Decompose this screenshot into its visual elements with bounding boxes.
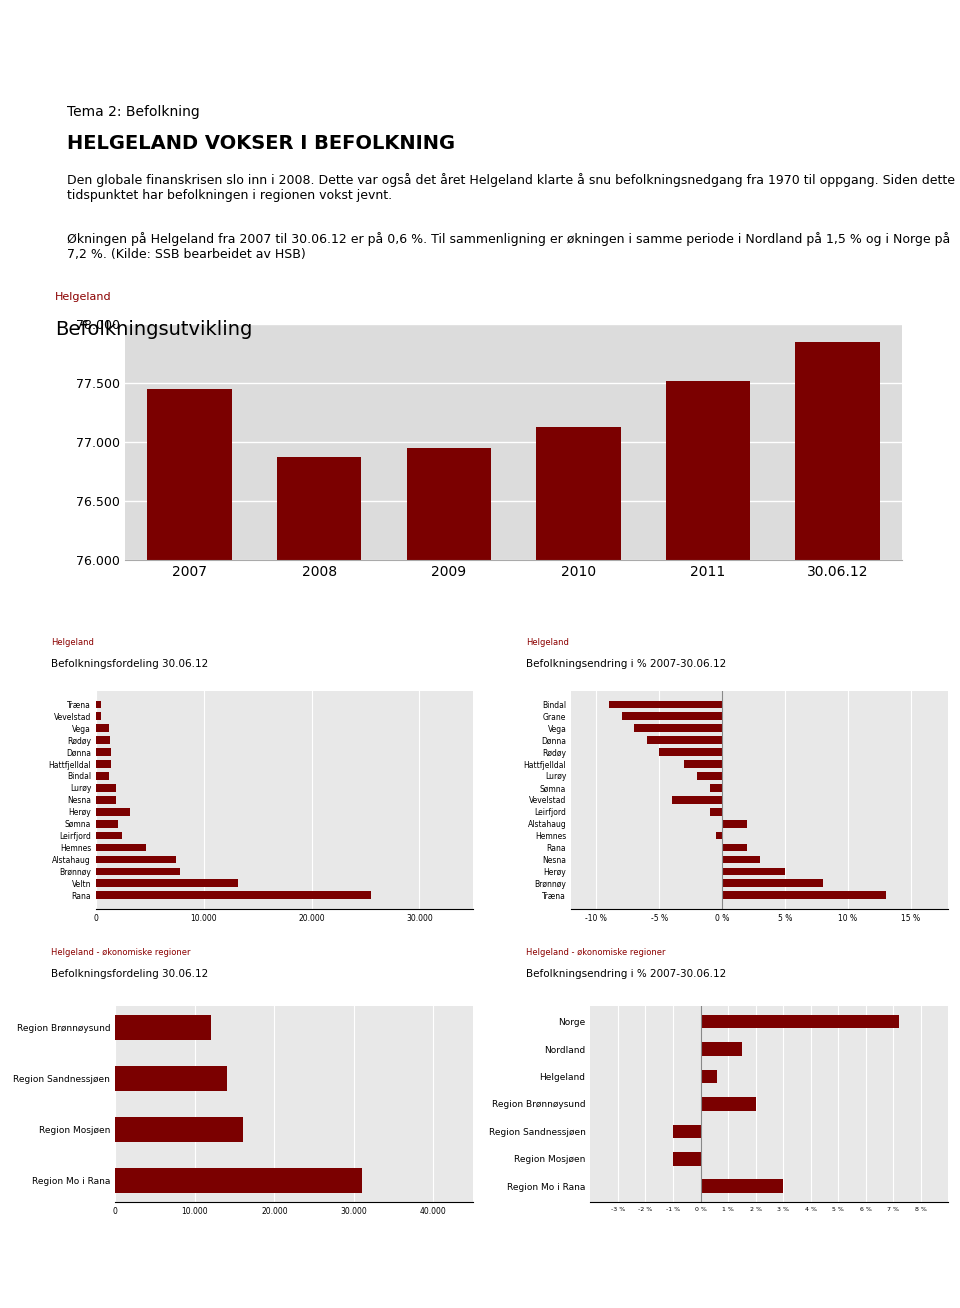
Text: Helgeland: Helgeland [526,638,569,647]
Text: Befolkningsendring i % 2007-30.06.12: Befolkningsendring i % 2007-30.06.12 [526,659,727,670]
Bar [796,341,879,1308]
Bar [709,808,722,816]
Bar [684,760,722,768]
Text: En drivkraft for vekst på Helgeland: En drivkraft for vekst på Helgeland [138,1264,495,1284]
Polygon shape [24,8,60,86]
Bar [96,844,146,852]
Bar [722,891,886,899]
Bar [96,748,110,756]
Polygon shape [61,8,98,86]
Text: Utviklingstrekk på Helgeland 2012: Utviklingstrekk på Helgeland 2012 [324,60,636,80]
Text: Helgeland - økonomiske regioner: Helgeland - økonomiske regioner [526,948,665,957]
Text: Helgeland - økonomiske regioner: Helgeland - økonomiske regioner [51,948,190,957]
Bar [96,867,180,875]
Bar [722,867,785,875]
Bar [115,1168,362,1193]
Bar [96,783,116,791]
Bar [277,458,361,1308]
Bar [96,701,102,709]
Text: Befolkningsendring i % 2007-30.06.12: Befolkningsendring i % 2007-30.06.12 [526,969,727,980]
Text: HORISONT HELGELAND: HORISONT HELGELAND [291,16,669,44]
Bar [722,844,747,852]
Bar [701,1097,756,1110]
Bar [96,725,109,732]
Bar [96,713,102,721]
Bar [96,760,111,768]
Bar [96,891,371,899]
Polygon shape [49,8,85,86]
Text: Befolkningsfordeling 30.06.12: Befolkningsfordeling 30.06.12 [51,659,208,670]
Text: Helgeland: Helgeland [51,638,94,647]
Bar [96,736,110,744]
Text: 12: 12 [891,1264,922,1284]
Bar [115,1117,243,1142]
Bar [96,832,122,840]
Bar [660,748,722,756]
Bar [722,820,747,828]
Bar [673,1125,701,1138]
Text: HELGELAND VOKSER I BEFOLKNING: HELGELAND VOKSER I BEFOLKNING [67,133,455,153]
Text: Tema 2: Befolkning: Tema 2: Befolkning [67,105,200,119]
Bar [96,797,116,803]
Bar [96,772,108,780]
Bar [716,832,722,840]
Bar [722,879,823,887]
Bar [701,1180,783,1193]
Bar [96,820,117,828]
Bar [709,783,722,791]
Bar [621,713,722,721]
Text: Befolkningsutvikling: Befolkningsutvikling [55,320,252,340]
Text: Den globale finanskrisen slo inn i 2008. Dette var også det året Helgeland klart: Den globale finanskrisen slo inn i 2008.… [67,173,955,203]
Bar [96,808,131,816]
Bar [115,1015,210,1040]
Bar [701,1070,717,1083]
Polygon shape [36,8,73,86]
Bar [115,1066,227,1091]
Bar [148,388,231,1308]
Text: Befolkningsfordeling 30.06.12: Befolkningsfordeling 30.06.12 [51,969,208,980]
Bar [609,701,722,709]
Bar [722,855,760,863]
Polygon shape [74,8,110,86]
Bar [672,797,722,803]
Bar [537,426,620,1308]
Text: Økningen på Helgeland fra 2007 til 30.06.12 er på 0,6 %. Til sammenligning er øk: Økningen på Helgeland fra 2007 til 30.06… [67,232,950,262]
Bar [635,725,722,732]
Bar [647,736,722,744]
Bar [96,855,176,863]
Bar [701,1015,899,1028]
Bar [407,447,491,1308]
Bar [666,381,750,1308]
Bar [96,879,238,887]
Bar [701,1042,742,1056]
Polygon shape [86,8,123,86]
Bar [673,1152,701,1165]
Bar [697,772,722,780]
Text: Helgeland: Helgeland [55,292,111,302]
